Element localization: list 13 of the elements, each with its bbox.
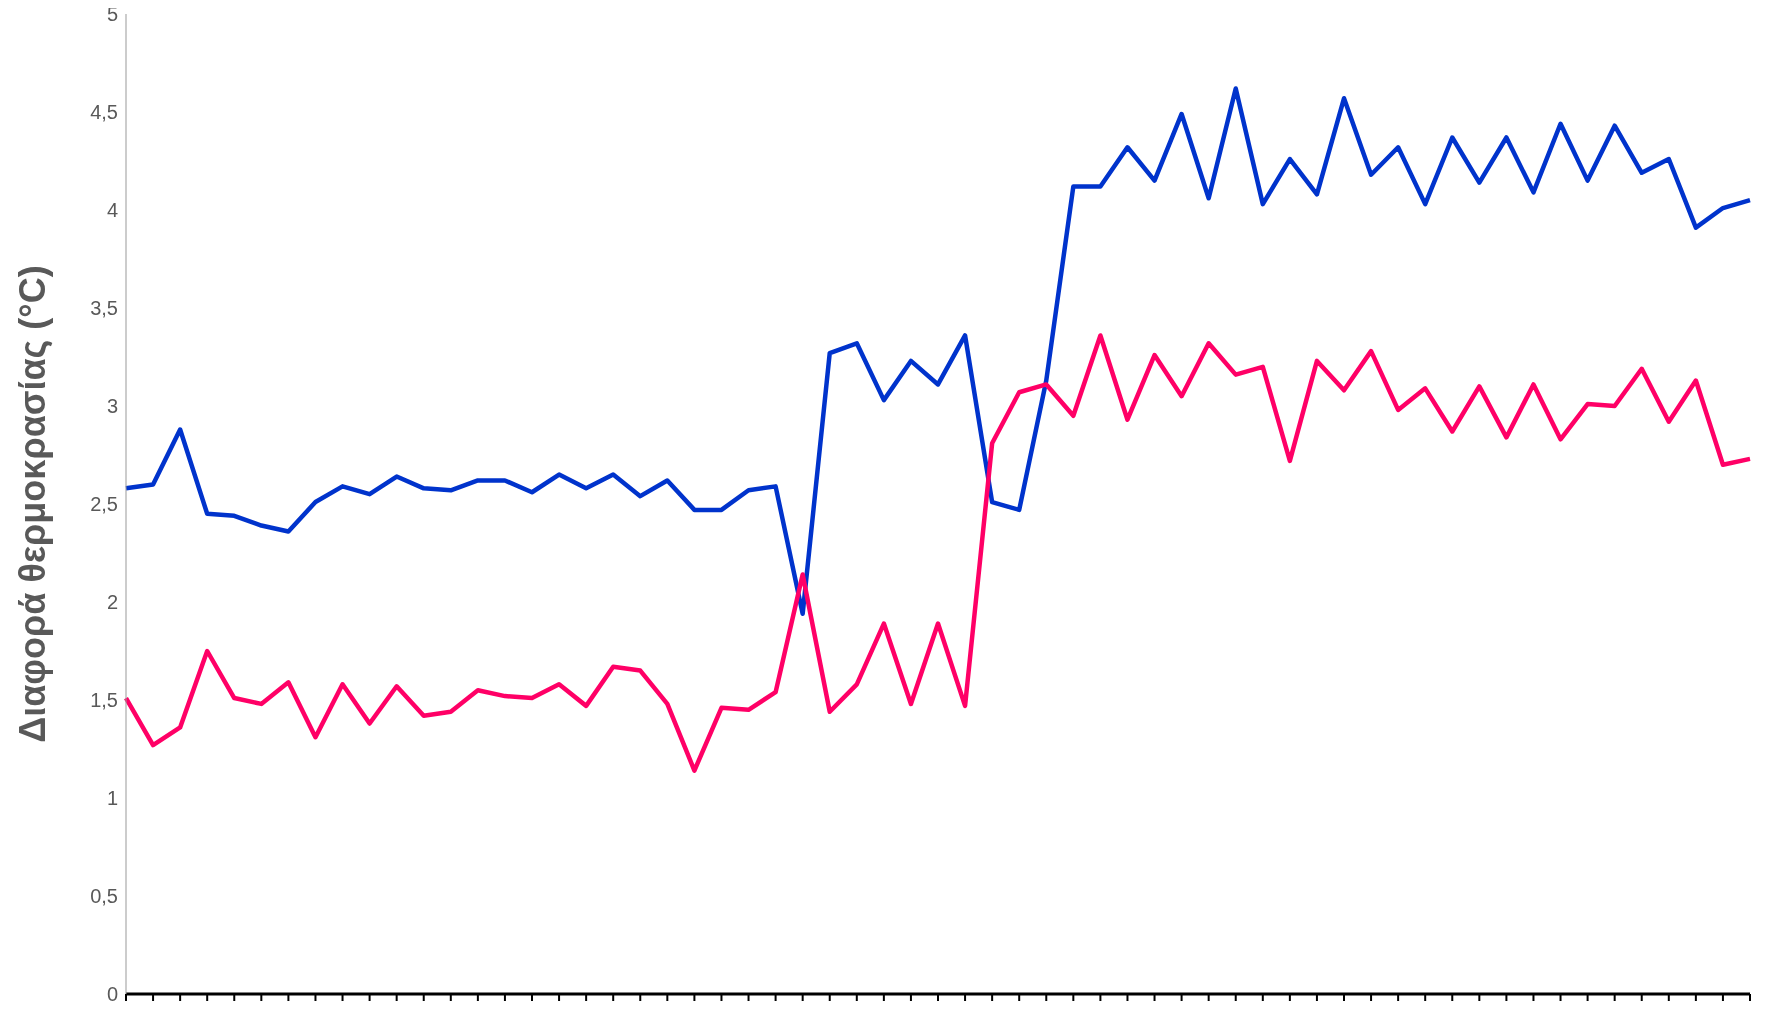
y-tick-label: 4,5 xyxy=(90,101,118,124)
y-axis-title: Διαφορά θερμοκρασίας (°C) xyxy=(11,265,53,743)
y-tick-label: 2,5 xyxy=(90,493,118,516)
y-tick-label: 4 xyxy=(106,199,118,222)
y-tick-label: 0,5 xyxy=(90,885,118,908)
y-tick-label: 3 xyxy=(106,395,118,418)
y-tick-label: 1,5 xyxy=(90,689,118,712)
y-tick-label: 2 xyxy=(106,591,118,614)
y-tick-label: 1 xyxy=(106,787,118,810)
y-tick-label: 5 xyxy=(106,3,118,26)
y-tick-label: 0 xyxy=(106,983,118,1006)
line-series xyxy=(123,333,1753,773)
y-tick-label: 3,5 xyxy=(90,297,118,320)
